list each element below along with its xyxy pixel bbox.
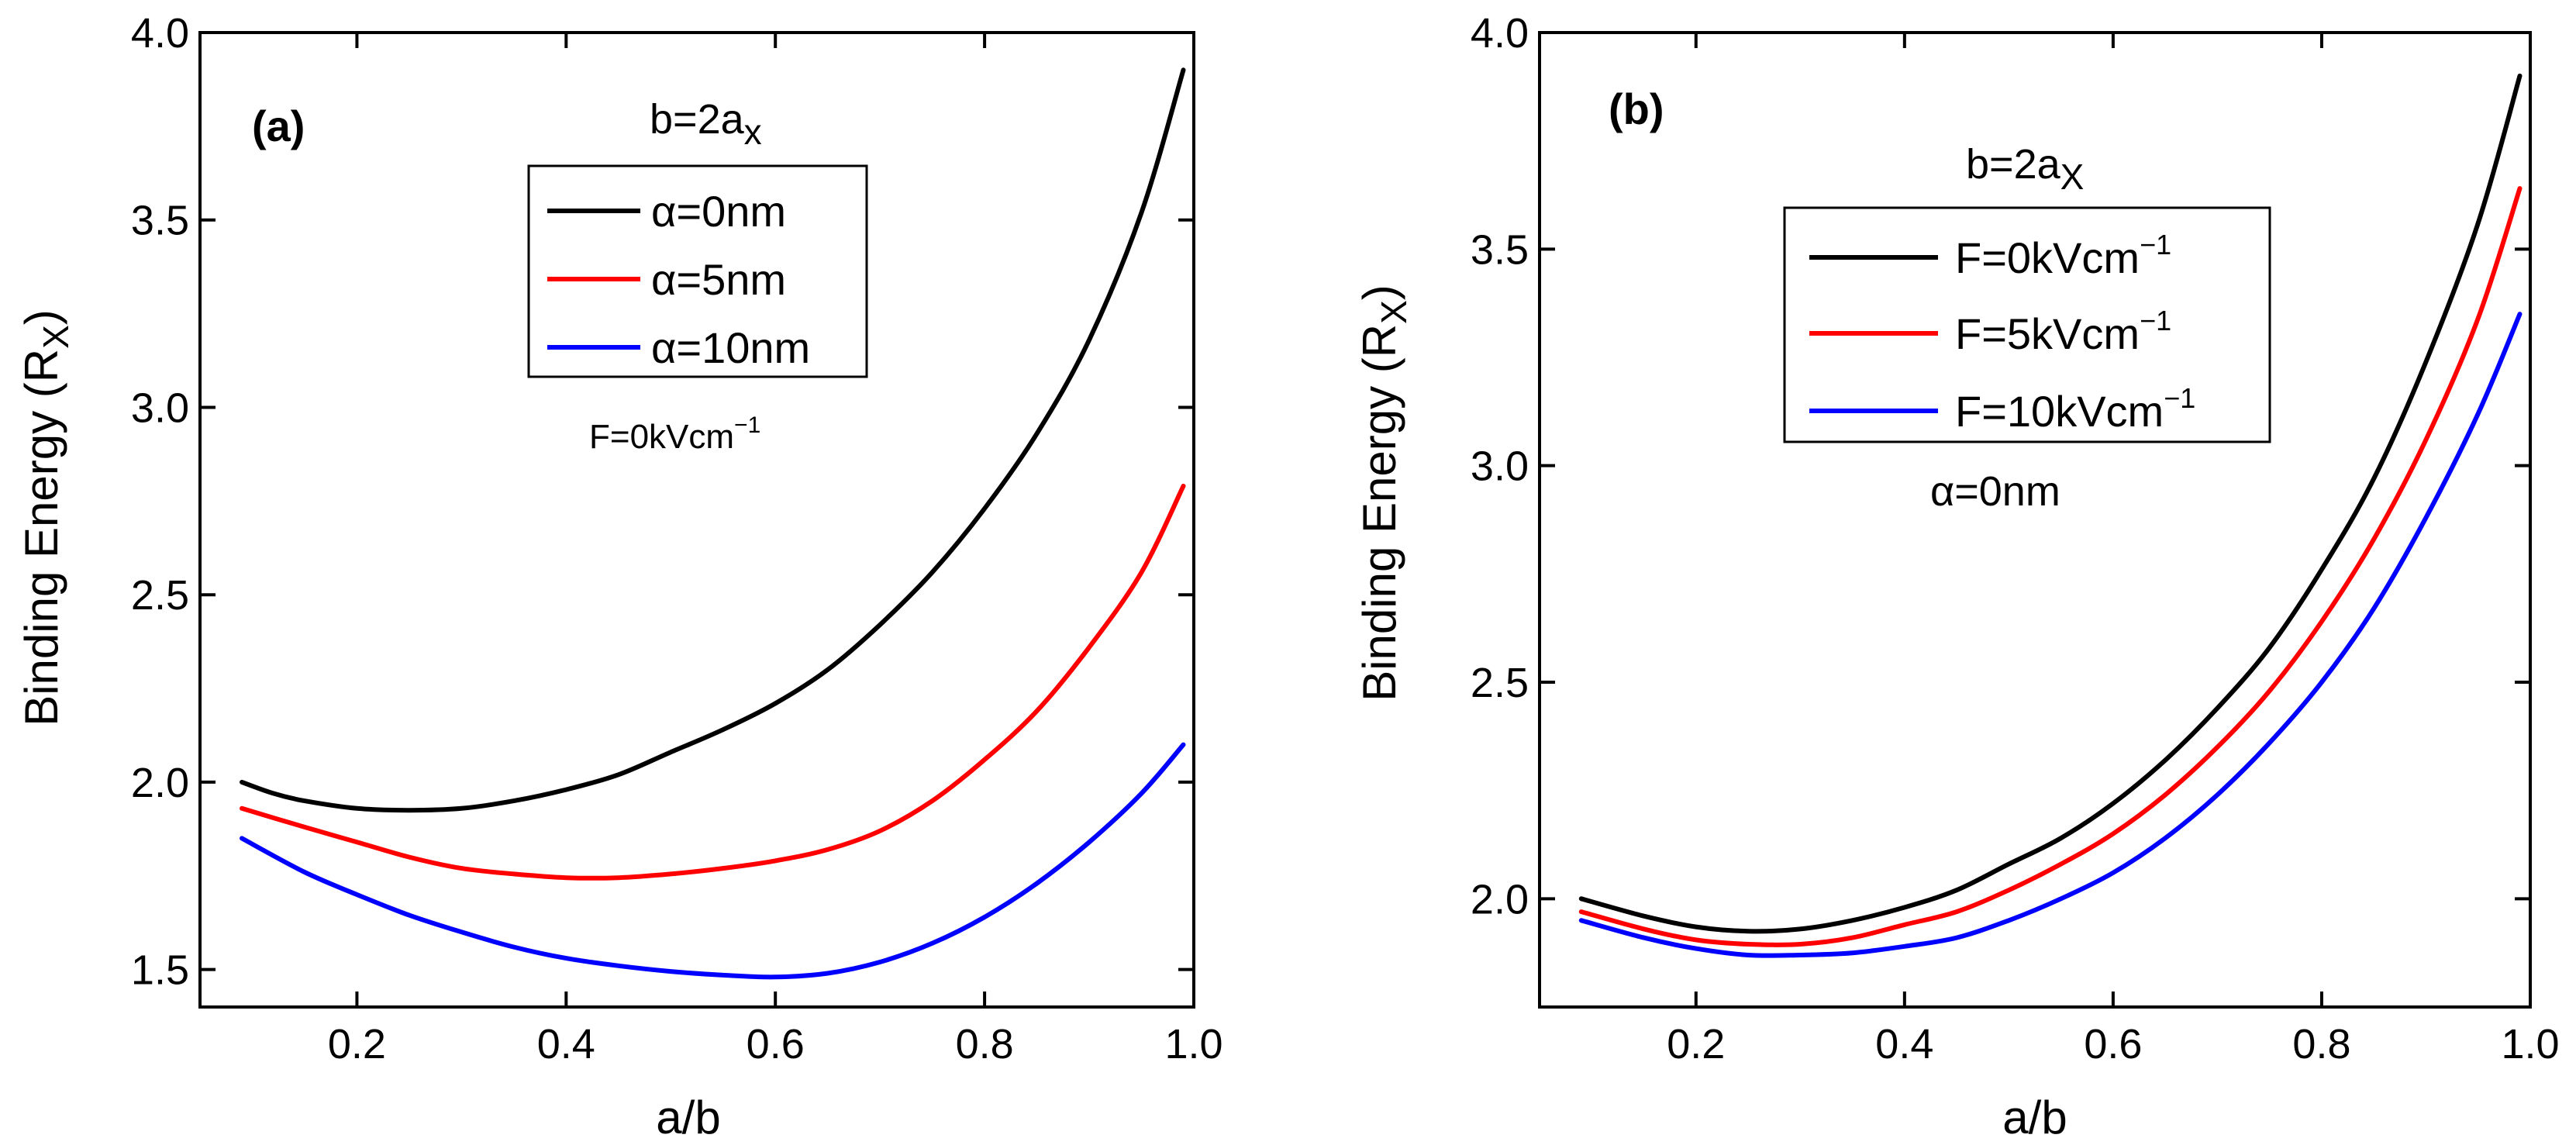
panel-a-ylabel: Binding Energy (RX) [16, 309, 76, 726]
panel-b-legend: F=0kVcm−1 F=5kVcm−1 F=10kVcm−1 [1783, 206, 2271, 443]
panel-a-xtick-label-0: 0.2 [328, 1021, 386, 1067]
legend-b-label-2: F=10kVcm−1 [1955, 382, 2195, 436]
panel-b-ylabel: Binding Energy (RX) [1354, 285, 1414, 702]
panel-b-label: (b) [1609, 84, 1664, 133]
panel-b-ticks: 0.2 0.4 0.6 0.8 1.0 2.0 2.5 3.0 3.5 4.0 [1471, 10, 2560, 1067]
panel-a-ytick-label-5: 4.0 [131, 10, 189, 57]
panel-a-series-line-2 [240, 742, 1186, 980]
panel-b-alpha-annotation: α=0nm [1930, 468, 2060, 515]
panel-b: 0.2 0.4 0.6 0.8 1.0 2.0 2.5 3.0 3.5 4.0 (b) b=2aX… [1354, 10, 2560, 1143]
panel-a-ytick-label-4: 3.5 [131, 198, 189, 244]
panel-b-legend-box [1783, 206, 2271, 443]
panel-a-xtick-label-2: 0.6 [747, 1021, 805, 1067]
panel-a-ytick-label-2: 2.5 [131, 572, 189, 619]
panel-b-xtick-label-2: 0.6 [2084, 1021, 2142, 1067]
panel-a-curves [240, 67, 1186, 980]
panel-b-ytick-label-3: 3.5 [1471, 226, 1529, 273]
panel-a-field-annotation: F=0kVcm−1 [589, 412, 760, 456]
panel-b-xtick-label-1: 0.4 [1875, 1021, 1933, 1067]
panel-b-curves [1578, 73, 2523, 958]
legend-a-label-2: α=10nm [651, 323, 810, 372]
panel-a-ytick-label-3: 3.0 [131, 385, 189, 431]
panel-b-xtick-label-3: 0.8 [2292, 1021, 2350, 1067]
panel-a-legend: α=0nm α=5nm α=10nm [527, 164, 868, 378]
panel-a-legend-box [527, 164, 868, 378]
panel-a-xlabel: a/b [656, 1092, 720, 1143]
panel-a-xtick-label-4: 1.0 [1164, 1021, 1222, 1067]
panel-b-ytick-label-4: 4.0 [1471, 10, 1529, 57]
legend-a-label-0: α=0nm [651, 187, 786, 236]
panel-a-ticks: 0.2 0.4 0.6 0.8 1.0 1.5 2.0 2.5 3.0 3.5 4.0 [131, 10, 1223, 1067]
panel-b-series-line-2 [1578, 312, 2523, 958]
legend-b-label-0: F=0kVcm−1 [1955, 229, 2171, 282]
panel-a-label: (a) [252, 102, 305, 150]
panel-b-b-annotation: b=2aX [1966, 141, 2084, 197]
panel-a-frame [198, 31, 1195, 1009]
legend-b-label-1: F=5kVcm−1 [1955, 305, 2171, 358]
legend-a-label-1: α=5nm [651, 255, 786, 304]
panel-a-b-annotation: b=2ax [650, 96, 762, 152]
panel-b-series-line-1 [1578, 186, 2523, 947]
panel-a-xtick-label-1: 0.4 [537, 1021, 595, 1067]
panel-a-ytick-label-0: 1.5 [131, 947, 189, 994]
panel-b-ytick-label-0: 2.0 [1471, 876, 1529, 923]
panel-b-ytick-label-2: 3.0 [1471, 443, 1529, 490]
panel-a-xtick-label-3: 0.8 [956, 1021, 1014, 1067]
panel-a: 0.2 0.4 0.6 0.8 1.0 1.5 2.0 2.5 3.0 3.5 4.0 (a) b=… [16, 10, 1223, 1143]
panel-b-xtick-label-4: 1.0 [2501, 1021, 2559, 1067]
panel-a-series-line-0 [240, 67, 1186, 813]
panel-a-series-line-1 [240, 484, 1186, 881]
panel-b-ytick-label-1: 2.5 [1471, 660, 1529, 706]
panel-b-frame [1538, 31, 2532, 1009]
panel-b-xtick-label-0: 0.2 [1667, 1021, 1725, 1067]
panel-b-xlabel: a/b [2002, 1092, 2067, 1143]
panel-a-ytick-label-1: 2.0 [131, 760, 189, 806]
panel-b-series-line-0 [1578, 73, 2523, 934]
